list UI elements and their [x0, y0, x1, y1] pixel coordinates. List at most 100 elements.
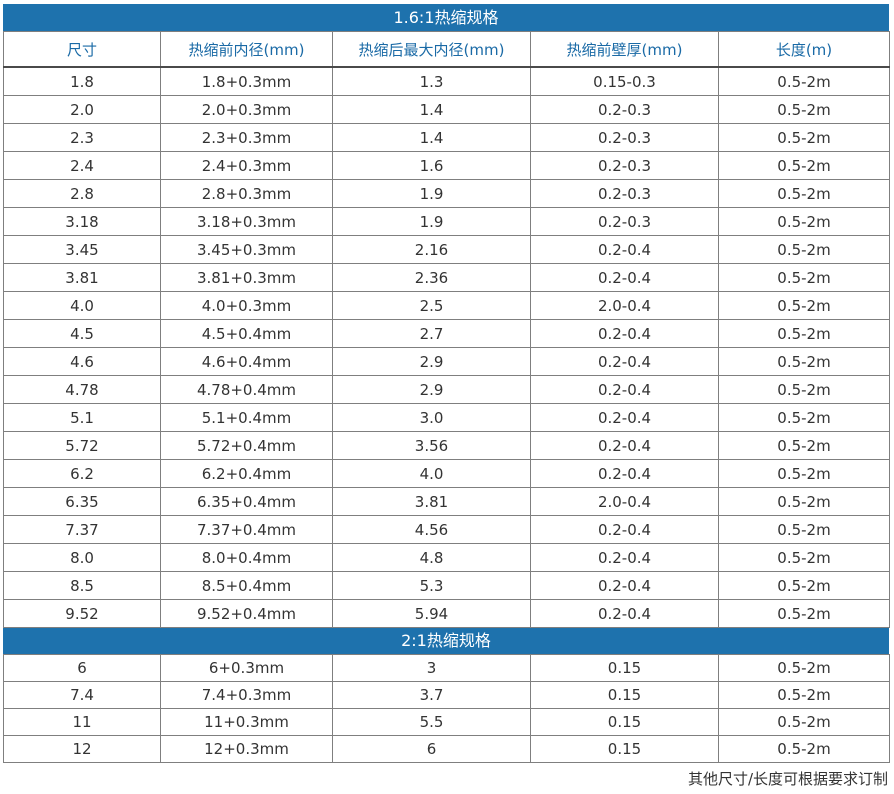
table-cell: 2.0	[3, 95, 161, 124]
table-cell: 7.4	[3, 681, 161, 709]
footer-note: 其他尺寸/长度可根据要求订制	[687, 770, 888, 788]
table-cell: 0.5-2m	[718, 599, 890, 628]
table-cell: 1.8+0.3mm	[160, 66, 333, 96]
table-row: 1.8 1.8+0.3mm 1.3 0.15-0.3 0.5-2m	[3, 66, 890, 96]
table-cell: 3.18	[3, 207, 161, 236]
table-cell: 5.5	[332, 708, 531, 736]
table-cell: 0.5-2m	[718, 235, 890, 264]
table-cell: 0.5-2m	[718, 403, 890, 432]
table-cell: 6.35+0.4mm	[160, 487, 333, 516]
table-cell: 0.5-2m	[718, 487, 890, 516]
table-cell: 4.0	[3, 291, 161, 320]
table-cell: 2.7	[332, 319, 531, 348]
table-row: 11 11+0.3mm 5.5 0.15 0.5-2m	[3, 708, 890, 736]
table-cell: 4.0	[332, 459, 531, 488]
table-cell: 7.37	[3, 515, 161, 544]
table-cell: 3.18+0.3mm	[160, 207, 333, 236]
table-row: 4.5 4.5+0.4mm 2.7 0.2-0.4 0.5-2m	[3, 319, 890, 348]
header-wall-thickness: 热缩前壁厚(mm)	[530, 31, 719, 68]
section2-table: 6 6+0.3mm 3 0.15 0.5-2m 7.4 7.4+0.3mm 3.7 0.15 0.…	[3, 654, 890, 763]
table-row: 5.1 5.1+0.4mm 3.0 0.2-0.4 0.5-2m	[3, 403, 890, 432]
table-cell: 0.15	[530, 708, 719, 736]
table-cell: 0.5-2m	[718, 735, 890, 763]
table-row: 12 12+0.3mm 6 0.15 0.5-2m	[3, 735, 890, 763]
table-cell: 1.6	[332, 151, 531, 180]
table-row: 2.0 2.0+0.3mm 1.4 0.2-0.3 0.5-2m	[3, 95, 890, 124]
section1-body: 1.8 1.8+0.3mm 1.3 0.15-0.3 0.5-2m 2.0 2.0+0.3m…	[3, 66, 890, 628]
table-cell: 0.2-0.4	[530, 347, 719, 376]
table-cell: 1.9	[332, 179, 531, 208]
section1-table: 尺寸 热缩前内径(mm) 热缩后最大内径(mm) 热缩前壁厚(mm) 长度(m)…	[3, 31, 890, 628]
table-cell: 5.1	[3, 403, 161, 432]
table-row: 2.4 2.4+0.3mm 1.6 0.2-0.3 0.5-2m	[3, 151, 890, 180]
table-cell: 0.5-2m	[718, 375, 890, 404]
table-cell: 11	[3, 708, 161, 736]
table-cell: 0.15	[530, 735, 719, 763]
table-cell: 0.5-2m	[718, 179, 890, 208]
header-size: 尺寸	[3, 31, 161, 68]
table-cell: 4.6+0.4mm	[160, 347, 333, 376]
table-cell: 0.5-2m	[718, 571, 890, 600]
table-cell: 0.2-0.4	[530, 571, 719, 600]
table-cell: 2.9	[332, 347, 531, 376]
table-cell: 0.2-0.4	[530, 235, 719, 264]
table-row: 3.18 3.18+0.3mm 1.9 0.2-0.3 0.5-2m	[3, 207, 890, 236]
table-cell: 9.52	[3, 599, 161, 628]
table-cell: 0.5-2m	[718, 681, 890, 709]
table-cell: 0.2-0.3	[530, 123, 719, 152]
table-cell: 2.0-0.4	[530, 487, 719, 516]
table-cell: 0.5-2m	[718, 123, 890, 152]
table-cell: 1.8	[3, 66, 161, 96]
table-cell: 0.2-0.4	[530, 431, 719, 460]
table-cell: 6.35	[3, 487, 161, 516]
table-cell: 6.2+0.4mm	[160, 459, 333, 488]
table-cell: 0.2-0.4	[530, 599, 719, 628]
table-cell: 2.36	[332, 263, 531, 292]
table-cell: 4.56	[332, 515, 531, 544]
table-cell: 2.0-0.4	[530, 291, 719, 320]
table-cell: 3.45+0.3mm	[160, 235, 333, 264]
table-cell: 5.1+0.4mm	[160, 403, 333, 432]
table-cell: 0.5-2m	[718, 431, 890, 460]
table-cell: 0.2-0.3	[530, 151, 719, 180]
table-cell: 0.2-0.4	[530, 543, 719, 572]
table-cell: 0.5-2m	[718, 319, 890, 348]
table-row: 8.0 8.0+0.4mm 4.8 0.2-0.4 0.5-2m	[3, 543, 890, 572]
table-cell: 0.2-0.4	[530, 515, 719, 544]
table-cell: 7.37+0.4mm	[160, 515, 333, 544]
table-cell: 8.5	[3, 571, 161, 600]
table-cell: 2.3	[3, 123, 161, 152]
table-cell: 2.5	[332, 291, 531, 320]
table-cell: 0.5-2m	[718, 66, 890, 96]
table-cell: 2.8+0.3mm	[160, 179, 333, 208]
table-row: 5.72 5.72+0.4mm 3.56 0.2-0.4 0.5-2m	[3, 431, 890, 460]
table-cell: 3.81	[332, 487, 531, 516]
table-cell: 0.15	[530, 681, 719, 709]
table-cell: 0.2-0.4	[530, 263, 719, 292]
table-cell: 9.52+0.4mm	[160, 599, 333, 628]
table-cell: 2.16	[332, 235, 531, 264]
table-cell: 1.4	[332, 95, 531, 124]
table-cell: 6.2	[3, 459, 161, 488]
table-cell: 0.5-2m	[718, 515, 890, 544]
table-cell: 2.8	[3, 179, 161, 208]
table-cell: 1.3	[332, 66, 531, 96]
table-cell: 0.2-0.3	[530, 95, 719, 124]
table-cell: 3.81+0.3mm	[160, 263, 333, 292]
table-cell: 0.5-2m	[718, 95, 890, 124]
table-cell: 0.5-2m	[718, 543, 890, 572]
table-cell: 2.9	[332, 375, 531, 404]
header-max-inner-diameter-after: 热缩后最大内径(mm)	[332, 31, 531, 68]
table-cell: 2.4	[3, 151, 161, 180]
table-row: 3.45 3.45+0.3mm 2.16 0.2-0.4 0.5-2m	[3, 235, 890, 264]
table-cell: 5.72+0.4mm	[160, 431, 333, 460]
table-row: 8.5 8.5+0.4mm 5.3 0.2-0.4 0.5-2m	[3, 571, 890, 600]
table-cell: 4.6	[3, 347, 161, 376]
table-row: 7.37 7.37+0.4mm 4.56 0.2-0.4 0.5-2m	[3, 515, 890, 544]
table-cell: 5.3	[332, 571, 531, 600]
table-cell: 4.8	[332, 543, 531, 572]
table-cell: 8.5+0.4mm	[160, 571, 333, 600]
section2-title: 2:1热缩规格	[3, 628, 889, 654]
table-row: 4.6 4.6+0.4mm 2.9 0.2-0.4 0.5-2m	[3, 347, 890, 376]
table-cell: 0.5-2m	[718, 347, 890, 376]
